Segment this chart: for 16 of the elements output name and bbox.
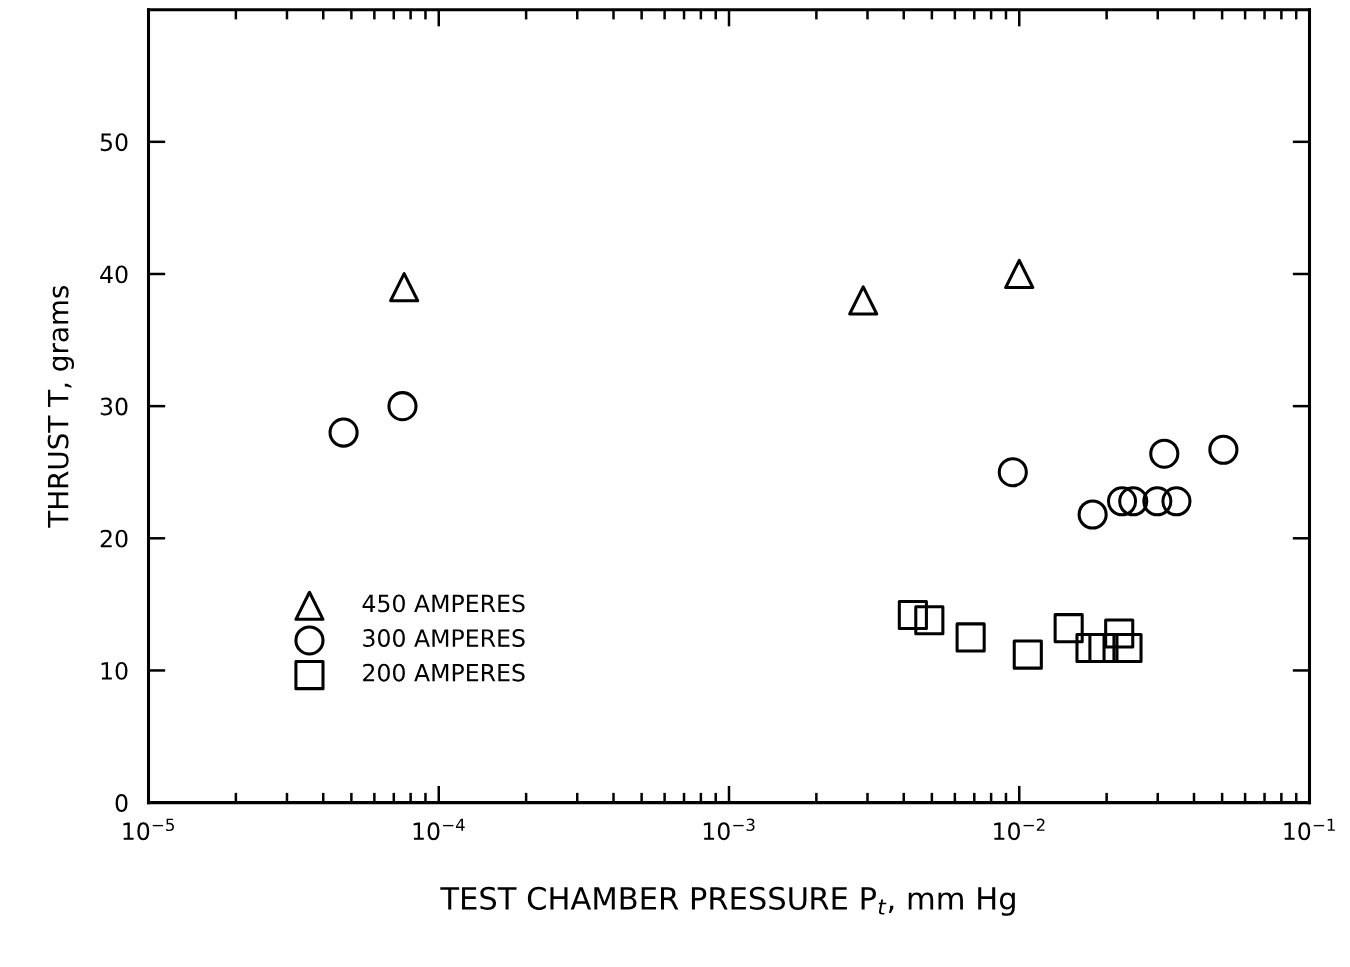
x-tick-label: 10$^{−5}$ xyxy=(123,818,174,841)
legend-label: 450 AMPERES xyxy=(362,594,525,613)
y-tick-label: 30 xyxy=(100,397,128,416)
legend-label: 300 AMPERES xyxy=(363,629,525,647)
x-axis-title: TEST CHAMBER PRESSURE P$_{t}$, mm Hg xyxy=(440,886,1015,916)
legend-label: 200 AMPERES xyxy=(363,663,525,682)
y-tick-label: 20 xyxy=(100,529,128,548)
x-tick-label: 10$^{−4}$ xyxy=(413,818,465,841)
y-tick-label: 40 xyxy=(100,265,128,284)
y-tick-label: 50 xyxy=(100,133,128,152)
y-tick-label: 0 xyxy=(115,794,128,812)
x-tick-label: 10$^{−3}$ xyxy=(703,818,755,841)
x-tick-label: 10$^{−1}$ xyxy=(1284,818,1335,841)
x-tick-label: 10$^{−2}$ xyxy=(994,818,1045,841)
y-tick-label: 10 xyxy=(101,661,128,680)
y-axis-title: THRUST T, grams xyxy=(47,285,75,528)
